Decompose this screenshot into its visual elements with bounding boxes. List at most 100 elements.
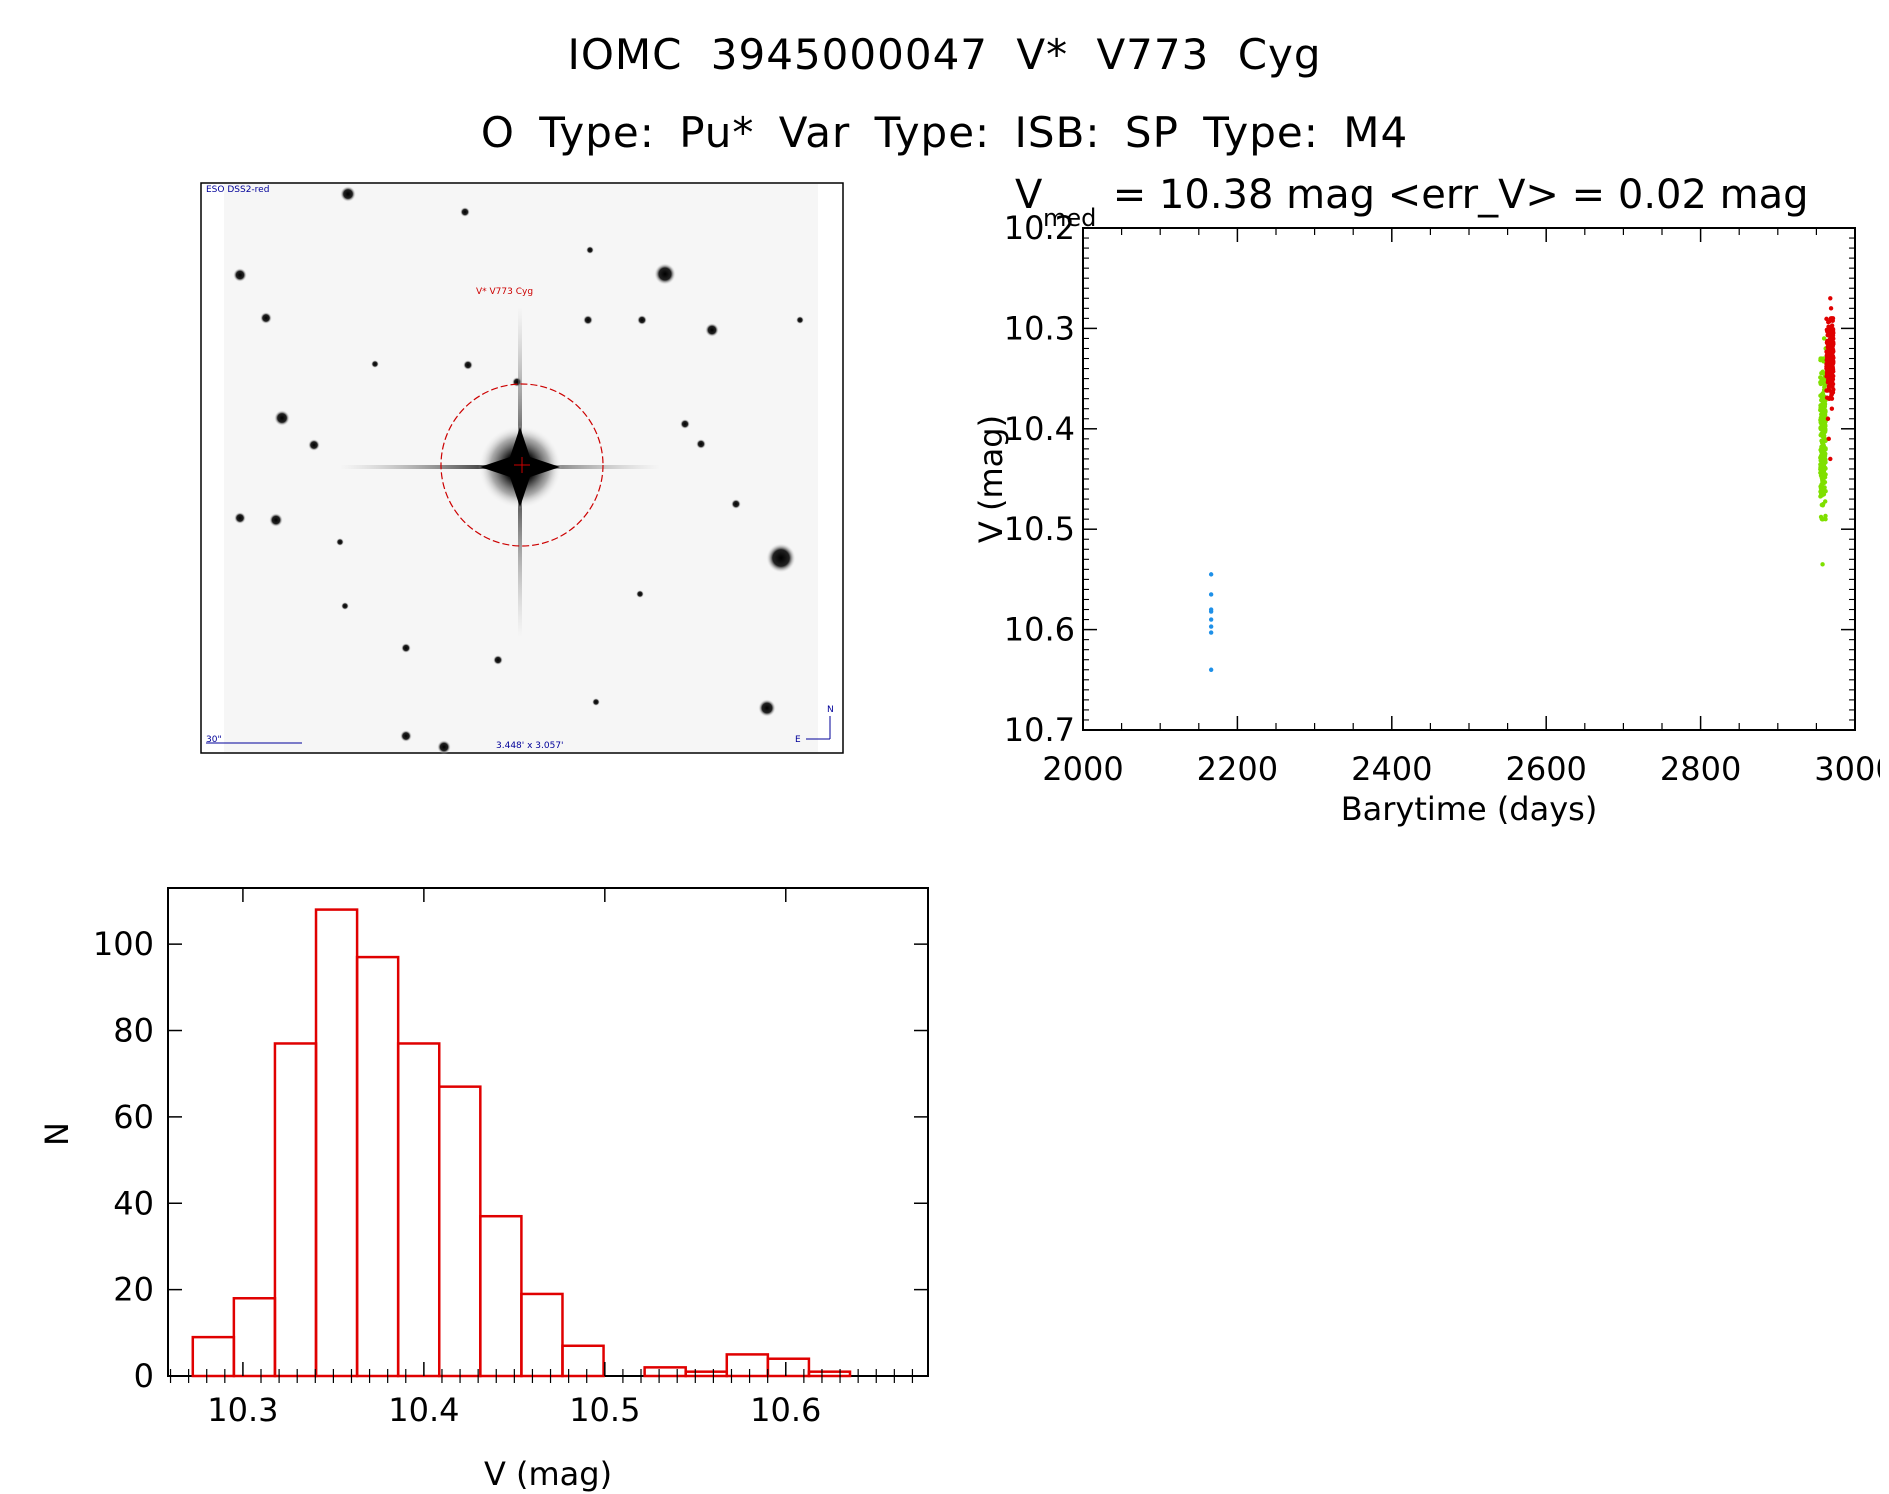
target-label: V* V773 Cyg: [476, 287, 533, 297]
data-point: [1824, 349, 1830, 354]
y-tick-label: 10.6: [1004, 611, 1075, 649]
data-point: [1818, 412, 1824, 417]
y-tick-label: 10.4: [1004, 410, 1075, 448]
data-point: [1824, 361, 1829, 367]
data-point: [1822, 411, 1828, 417]
data-point: [1820, 476, 1825, 481]
data-point: [1208, 617, 1214, 622]
data-point: [1818, 356, 1823, 361]
compass: [806, 716, 831, 740]
scale-label: 30": [206, 735, 222, 745]
data-point: [1208, 667, 1214, 672]
histogram-bar: [684, 1370, 729, 1378]
finder-image: ESO DSS2-red V* V773 Cyg 30" 3.448' x 3.…: [200, 182, 844, 754]
histogram-bar: [520, 1292, 564, 1378]
data-point: [1828, 337, 1833, 342]
data-point: [1208, 592, 1214, 597]
data-point: [1821, 428, 1826, 434]
y-tick-label: 100: [93, 925, 154, 963]
histogram-bar: [766, 1357, 811, 1378]
histogram-bar: [232, 1297, 277, 1378]
data-point: [1825, 345, 1831, 350]
y-tick-label: 20: [113, 1271, 154, 1309]
chart-title: V med = 10.38 mag <err_V> = 0.02 mag: [1015, 172, 1809, 232]
x-tick-label: 2200: [1197, 750, 1278, 788]
y-tick-label: 10.2: [1004, 209, 1075, 247]
chart-title-rest: = 10.38 mag <err_V> = 0.02 mag: [1100, 172, 1809, 218]
y-axis-label: N: [40, 1122, 76, 1146]
plot-frame: [1082, 227, 1856, 731]
data-point: [1824, 395, 1830, 400]
x-tick-label: 10.3: [207, 1391, 278, 1429]
data-point: [1829, 363, 1834, 368]
data-point: [1818, 375, 1823, 380]
x-tick-label: 3000: [1814, 750, 1880, 788]
histogram-bar: [643, 1366, 687, 1378]
plot-frame: [167, 887, 929, 1377]
data-point: [1821, 336, 1827, 341]
data-point: [1208, 630, 1214, 635]
y-tick-label: 60: [113, 1098, 154, 1136]
data-point: [1208, 624, 1214, 629]
histogram-bar: [479, 1214, 523, 1378]
data-point: [1821, 421, 1827, 427]
x-tick-label: 10.4: [388, 1391, 459, 1429]
data-point: [1823, 446, 1828, 451]
data-point: [1829, 396, 1835, 401]
y-axis-label: V (mag): [972, 415, 1010, 543]
data-point: [1208, 609, 1214, 614]
data-point: [1830, 355, 1836, 360]
histogram-bar: [191, 1335, 236, 1378]
chart-title-main: V: [1015, 172, 1043, 218]
page-title: IOMC 3945000047 V* V773 Cyg: [567, 30, 1322, 79]
x-tick-label: 2000: [1042, 750, 1123, 788]
data-point: [1818, 490, 1824, 495]
histogram-bar: [437, 1085, 482, 1378]
x-axis-label: Barytime (days): [1341, 790, 1598, 828]
data-point: [1826, 352, 1832, 357]
x-tick-label: 10.5: [569, 1391, 640, 1429]
data-point: [1818, 393, 1824, 398]
target-star: [340, 307, 660, 637]
y-tick-label: 10.7: [1004, 711, 1075, 749]
data-point: [1819, 469, 1824, 474]
light-curve-chart: V med = 10.38 mag <err_V> = 0.02 mag 200…: [972, 172, 1880, 828]
background-stars: [233, 186, 804, 754]
data-point: [1828, 456, 1833, 462]
histogram-bar: [355, 955, 400, 1378]
y-tick-label: 10.3: [1004, 309, 1075, 347]
data-point: [1818, 419, 1823, 425]
data-point: [1830, 381, 1836, 387]
data-point: [1823, 408, 1828, 413]
data-point: [1818, 453, 1824, 459]
histogram-chart: 0 20 40 60 80 100 10.3 10.4 10.5 10.6 V (mag) N: [40, 887, 929, 1493]
x-axis-label: V (mag): [484, 1455, 612, 1493]
data-point: [1823, 513, 1828, 519]
data-point: [1822, 384, 1827, 390]
histogram-bar: [314, 908, 359, 1378]
page-subtitle: O Type: Pu* Var Type: ISB: SP Type: M4: [480, 108, 1409, 157]
data-point: [1830, 341, 1836, 347]
data-point: [1818, 463, 1824, 468]
x-tick-label: 2600: [1505, 750, 1586, 788]
y-tick-label: 80: [113, 1012, 154, 1050]
data-point: [1818, 380, 1823, 385]
data-point: [1829, 375, 1834, 380]
x-tick-label: 2800: [1660, 750, 1741, 788]
data-point: [1830, 347, 1835, 352]
survey-label: ESO DSS2-red: [206, 185, 269, 195]
data-point: [1826, 436, 1831, 442]
data-point: [1825, 416, 1831, 421]
data-point: [1826, 384, 1832, 389]
histogram-bar: [807, 1370, 852, 1378]
data-point: [1821, 434, 1826, 439]
x-tick-label: 10.6: [750, 1391, 821, 1429]
data-point: [1821, 450, 1826, 455]
target-circle: [440, 383, 604, 547]
y-tick-label: 40: [113, 1184, 154, 1222]
data-point: [1822, 499, 1828, 504]
data-point: [1819, 516, 1825, 521]
histogram-bar: [561, 1344, 605, 1378]
histogram-bar: [725, 1353, 770, 1378]
data-point: [1827, 379, 1833, 385]
